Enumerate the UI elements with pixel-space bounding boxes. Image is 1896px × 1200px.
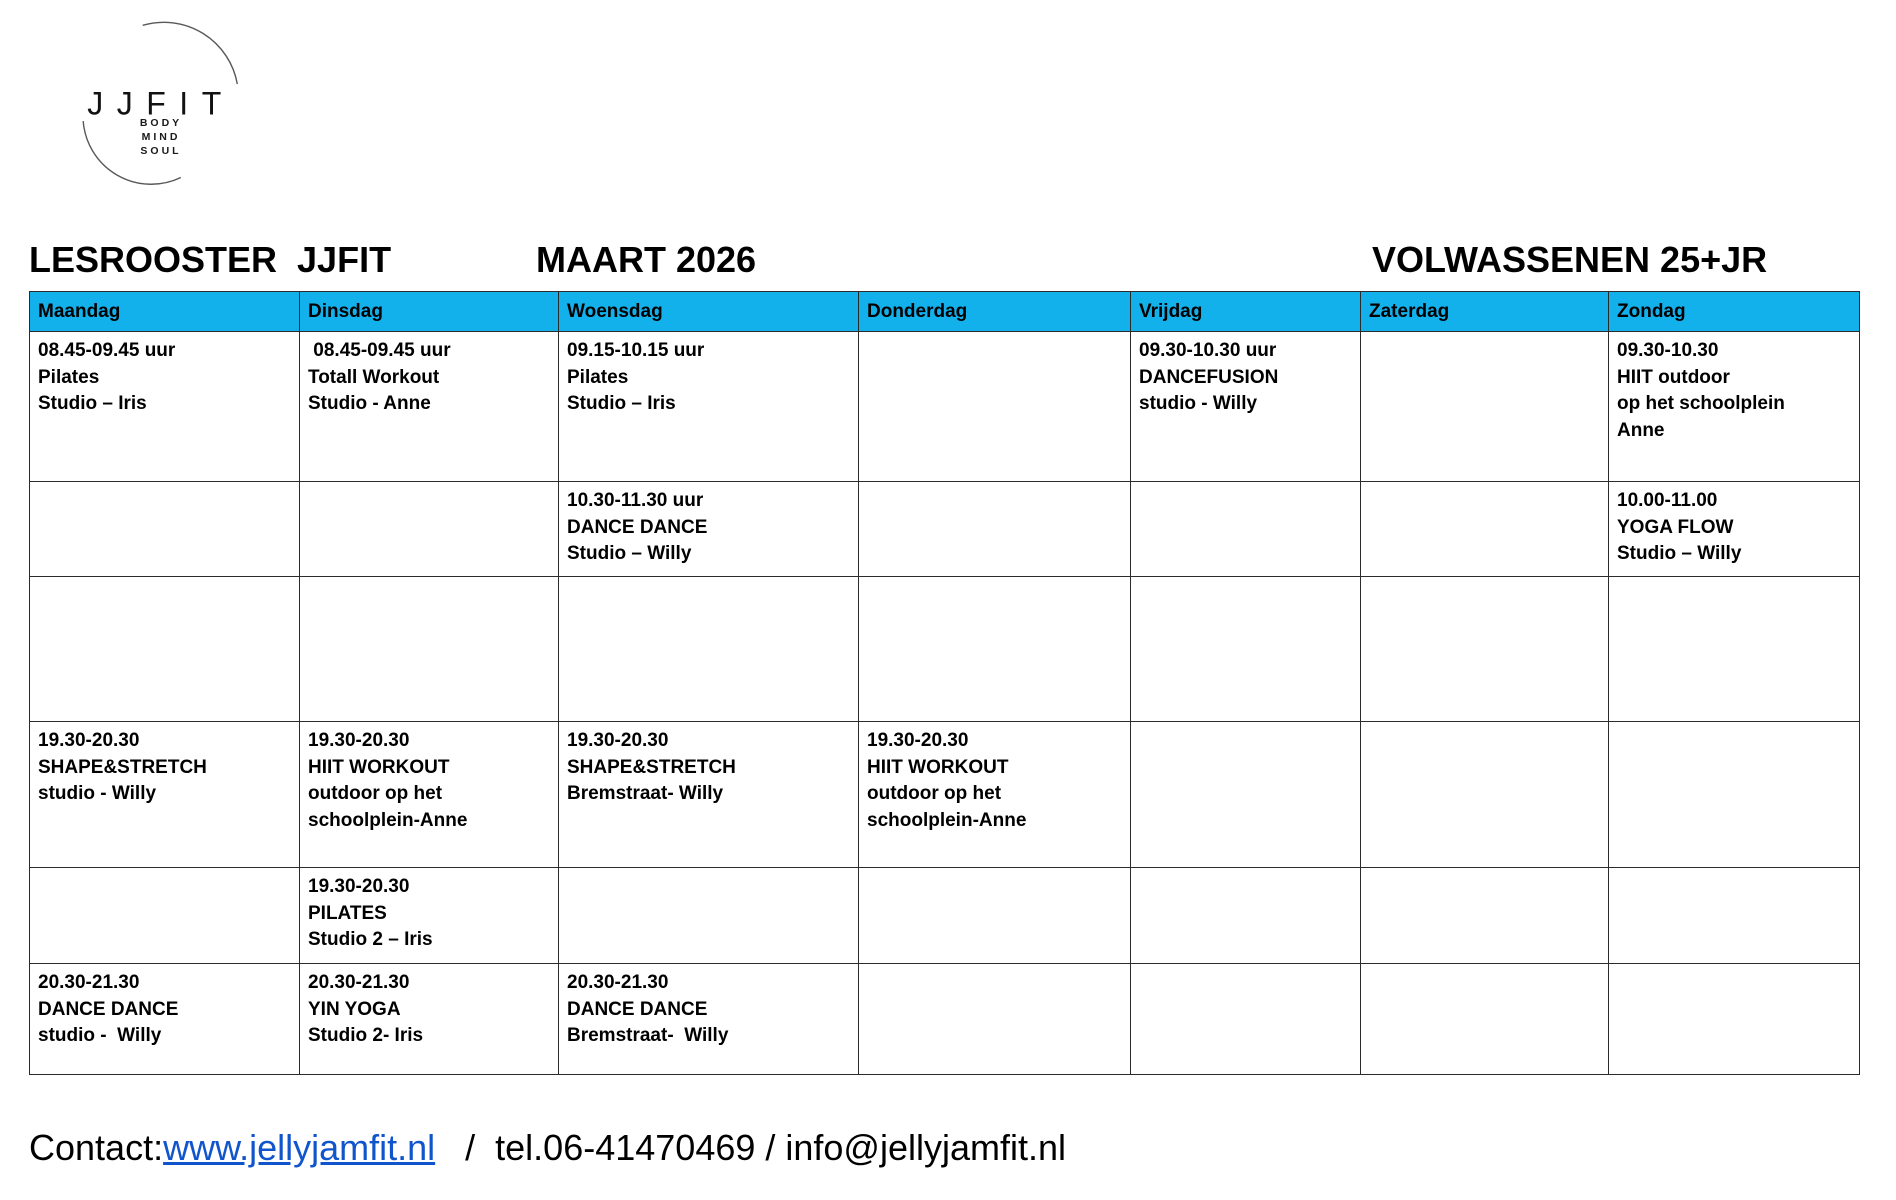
svg-text:MIND: MIND xyxy=(142,131,181,143)
svg-text:SOUL: SOUL xyxy=(140,145,181,157)
svg-text:BODY: BODY xyxy=(140,117,182,129)
